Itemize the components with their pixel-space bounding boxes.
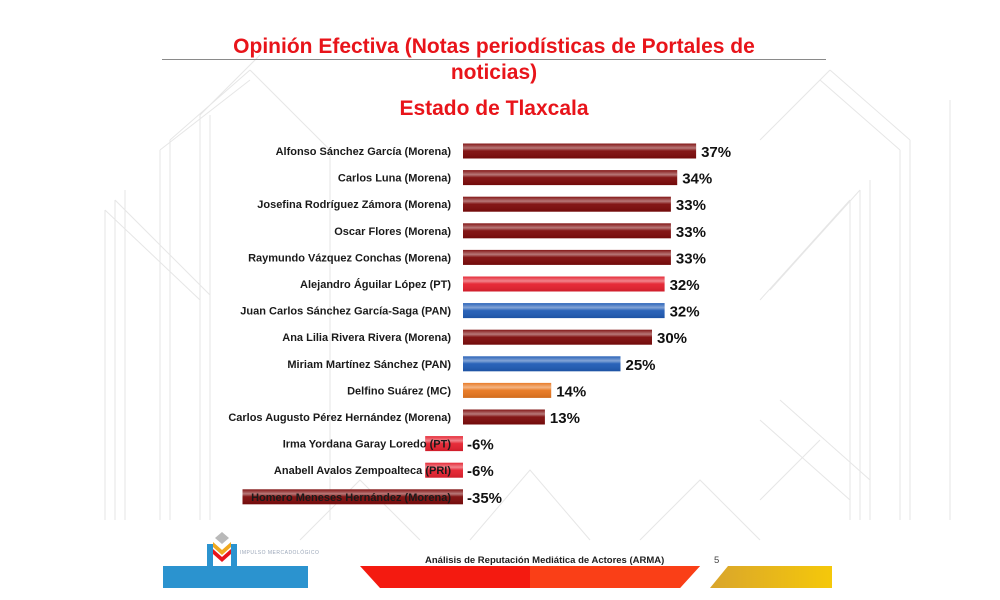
category-label: Delfino Suárez (MC) (347, 385, 451, 397)
chart-subtitle: Estado de Tlaxcala (399, 97, 589, 120)
impulso-logo-icon (207, 532, 237, 568)
value-label: 34% (682, 171, 712, 188)
bar-row: Delfino Suárez (MC) 14% (347, 382, 586, 400)
chart-title-line2: noticias) (450, 61, 538, 84)
bar-highlight (463, 329, 652, 345)
bar-highlight (463, 249, 671, 265)
value-label: 14% (556, 383, 586, 400)
value-label: 13% (550, 410, 580, 427)
bar-highlight (463, 143, 697, 159)
bar-highlight (425, 436, 463, 452)
bar-row: Alejandro Águilar López (PT) 32% (300, 276, 700, 294)
bar-row: Miriam Martínez Sánchez (PAN) 25% (287, 356, 656, 374)
bar-highlight (425, 462, 463, 478)
bar-highlight (463, 303, 665, 319)
category-label: Alfonso Sánchez García (Morena) (276, 146, 452, 158)
value-label: 32% (670, 277, 700, 294)
footer-band-blue (163, 566, 308, 588)
value-label: 33% (676, 250, 706, 267)
category-label: Juan Carlos Sánchez García-Saga (PAN) (240, 306, 451, 318)
bar-row: Anabell Avalos Zempoalteca (PRI) -6% (274, 462, 494, 480)
page-number: 5 (714, 555, 720, 566)
bar-highlight (463, 356, 621, 372)
logo-text: IMPULSO MERCADOLÓGICO (240, 550, 320, 556)
bar-row: Carlos Luna (Morena) 34% (338, 170, 712, 188)
category-label: Irma Yordana Garay Loredo (PT) (283, 439, 452, 451)
category-label: Alejandro Águilar López (PT) (300, 278, 451, 291)
value-label: 33% (676, 224, 706, 241)
bar-highlight (242, 489, 463, 505)
bar-row: Raymundo Vázquez Conchas (Morena) 33% (248, 249, 706, 267)
value-label: -6% (467, 437, 494, 454)
report-title: Análisis de Reputación Mediática de Acto… (425, 555, 665, 566)
bar-row: Homero Meneses Hernández (Morena) -35% (242, 489, 502, 507)
bar-highlight (463, 382, 552, 398)
bar-highlight (463, 276, 665, 292)
bar-highlight (463, 409, 545, 425)
title-divider (162, 59, 826, 60)
value-label: 30% (657, 330, 687, 347)
footer-band-red (360, 566, 700, 588)
value-label: 33% (676, 197, 706, 214)
category-label: Homero Meneses Hernández (Morena) (251, 492, 451, 504)
bar-row: Irma Yordana Garay Loredo (PT) -6% (283, 436, 494, 454)
bar-row: Ana Lilia Rivera Rivera (Morena) 30% (282, 329, 687, 347)
bar-row: Alfonso Sánchez García (Morena) 37% (276, 143, 731, 161)
value-label: 25% (626, 357, 656, 374)
bar-highlight (463, 196, 671, 212)
category-label: Miriam Martínez Sánchez (PAN) (287, 359, 451, 371)
category-label: Carlos Luna (Morena) (338, 173, 451, 185)
category-label: Ana Lilia Rivera Rivera (Morena) (282, 332, 451, 344)
value-label: 37% (701, 144, 731, 161)
value-label: -35% (467, 490, 502, 507)
bar-highlight (463, 170, 678, 186)
bar-highlight (463, 223, 671, 239)
category-label: Anabell Avalos Zempoalteca (PRI) (274, 465, 451, 477)
footer-band-yellow (710, 566, 832, 588)
bar-row: Carlos Augusto Pérez Hernández (Morena) 1… (228, 409, 580, 427)
category-label: Carlos Augusto Pérez Hernández (Morena) (228, 412, 451, 424)
bar-row: Josefina Rodríguez Zámora (Morena) 33% (257, 196, 706, 214)
category-label: Oscar Flores (Morena) (334, 226, 451, 238)
bar-row: Oscar Flores (Morena) 33% (334, 223, 706, 241)
value-label: -6% (467, 463, 494, 480)
bar-row: Juan Carlos Sánchez García-Saga (PAN) 32% (240, 303, 700, 321)
chart-title-line1: Opinión Efectiva (Notas periodísticas de… (233, 35, 755, 58)
category-label: Josefina Rodríguez Zámora (Morena) (257, 199, 451, 211)
category-label: Raymundo Vázquez Conchas (Morena) (248, 252, 451, 264)
value-label: 32% (670, 304, 700, 321)
